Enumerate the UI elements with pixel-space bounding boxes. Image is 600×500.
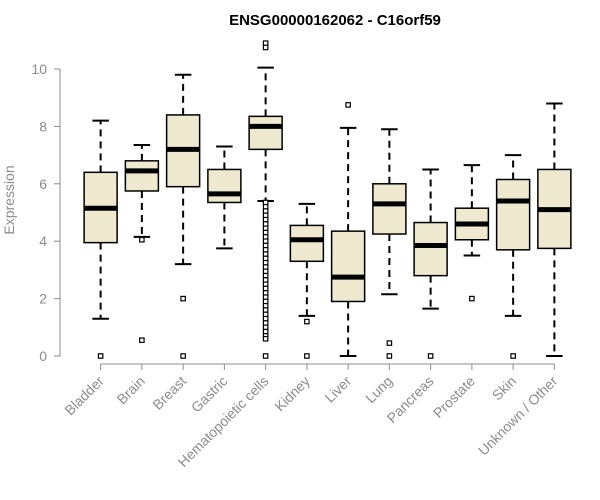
outlier-point [139,337,145,344]
box-hematopoietic-cells [248,40,283,359]
x-tick-label: Kidney [271,373,313,415]
outlier-point [97,353,104,359]
box-iqr [495,178,531,251]
chart-title: ENSG00000162062 - C16orf59 [229,12,441,29]
box-prostate [454,164,490,302]
outlier-point [180,295,186,302]
x-tick-label: Bladder [61,373,107,419]
outlier-point [469,295,475,302]
outlier-point [304,318,310,325]
y-axis: 0 2 4 6 8 10 [31,61,61,364]
outlier-point [427,353,434,359]
box-iqr [207,168,242,204]
outlier-point [304,353,310,359]
plot-area [83,40,572,359]
outlier-point [510,353,516,359]
outlier-point [262,353,269,359]
box-liver [330,102,366,357]
y-tick-label: 0 [39,348,47,364]
y-tick-label: 4 [39,233,47,249]
box-gastric [207,145,242,250]
y-tick-label: 6 [39,176,47,192]
box-iqr [413,221,448,277]
box-iqr [248,115,283,151]
outlier-point [180,353,186,359]
y-tick-label: 2 [39,291,47,307]
box-breast [165,73,201,359]
x-tick-label: Brain [114,373,148,407]
x-tick-label: Prostate [430,373,478,421]
x-tick-label: Lung [362,373,395,406]
box-unknown-other [537,102,572,357]
y-tick-label: 10 [31,61,47,77]
box-iqr [330,230,366,303]
box-kidney [289,202,325,359]
box-skin [495,154,531,359]
box-bladder [83,119,118,359]
outlier-point [386,340,393,346]
x-tick-label: Breast [149,373,189,413]
box-lung [372,128,407,359]
outlier-point [386,353,393,359]
box-iqr [372,183,407,235]
y-axis-title: Expression [1,165,17,234]
box-iqr [124,160,160,192]
box-pancreas [413,168,448,359]
x-tick-label: Liver [321,373,354,406]
x-tick-label: Skin [489,373,520,404]
box-iqr [289,224,325,263]
outlier-point [262,44,269,51]
outlier-point [345,102,351,108]
outlier-point [139,236,145,243]
y-tick-label: 8 [39,118,47,134]
outlier-point [262,335,269,342]
box-brain [124,144,160,344]
